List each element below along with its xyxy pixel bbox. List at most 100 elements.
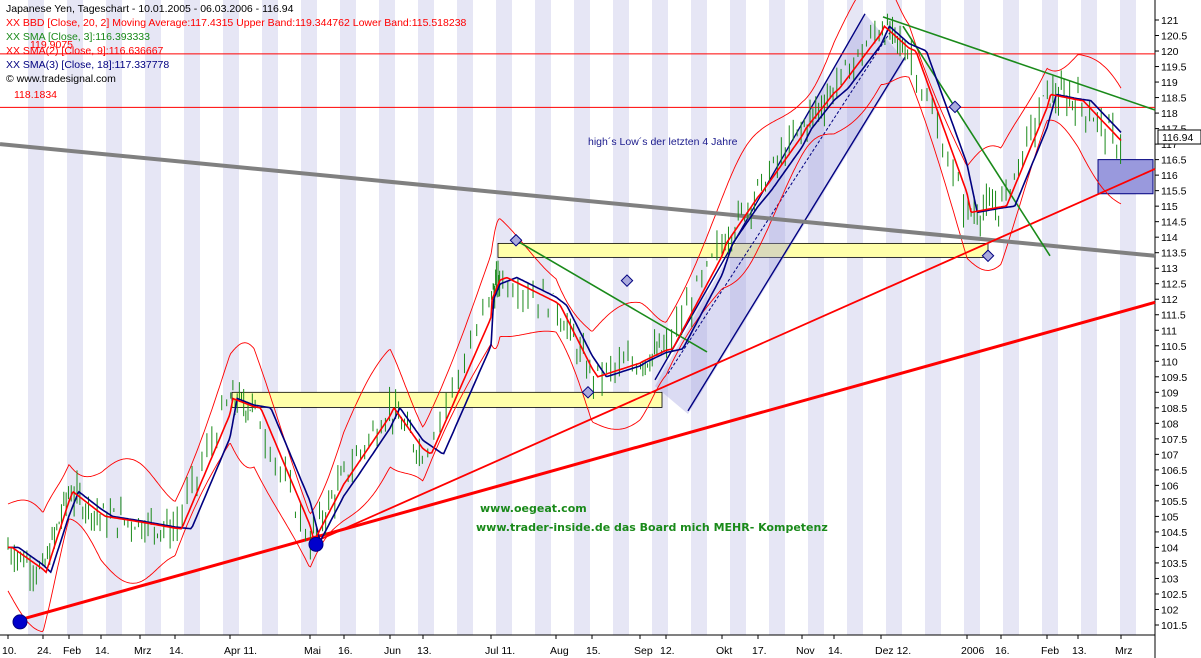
y-tick-label: 119 — [1161, 77, 1178, 89]
x-tick-label: 14. — [169, 645, 184, 657]
y-tick-label: 112.5 — [1161, 279, 1187, 291]
x-tick-label: Jun — [384, 645, 401, 657]
y-tick-label: 110.5 — [1161, 341, 1187, 353]
x-tick-label: Mrz — [1115, 645, 1133, 657]
url-oegeat: www.oegeat.com — [480, 502, 587, 515]
x-tick-label: Jul 11. — [485, 645, 515, 657]
date-stripe — [574, 0, 590, 635]
trend-line-red-short — [315, 168, 1156, 543]
date-stripe — [340, 0, 356, 635]
price-box-value: 116.94 — [1162, 132, 1193, 144]
y-tick-label: 111.5 — [1161, 310, 1186, 322]
bollinger-lower-band — [7, 76, 1122, 633]
y-tick-label: 104 — [1161, 542, 1179, 554]
current-zone — [1097, 159, 1154, 195]
date-stripe — [496, 0, 512, 635]
y-tick-label: 102 — [1161, 604, 1179, 616]
bollinger-bands — [7, 0, 1122, 633]
y-tick-label: 116 — [1161, 170, 1178, 182]
y-tick-label: 114.5 — [1161, 217, 1187, 229]
y-tick-label: 102.5 — [1161, 589, 1187, 601]
x-tick-label: Mai — [304, 645, 321, 657]
y-tick-label: 105.5 — [1161, 496, 1187, 508]
x-axis: 10. 24. Feb 14. Mrz 14. Apr 11. Mai 16. Jun 13. Jul… — [2, 635, 1133, 657]
y-tick-label: 116.5 — [1161, 155, 1187, 167]
moving-averages — [8, 24, 1122, 574]
support-zone-lower — [231, 391, 663, 408]
y-tick-label: 103.5 — [1161, 558, 1187, 570]
price-box: 116.94 — [1157, 129, 1201, 145]
pivot-marker — [981, 249, 995, 263]
channel-lower — [687, 56, 906, 412]
x-tick-label: 14. — [95, 645, 110, 657]
pivot-marker — [581, 385, 595, 399]
x-tick-label: 24. — [37, 645, 52, 657]
x-tick-label: Feb — [63, 645, 81, 657]
y-tick-label: 115.5 — [1161, 186, 1187, 198]
x-tick-label: Apr 11. — [224, 645, 257, 657]
header-title: Japanese Yen, Tageschart - 10.01.2005 - … — [6, 3, 294, 15]
date-stripe — [28, 0, 44, 635]
header-copyright: © www.tradesignal.com — [6, 73, 116, 85]
y-tick-label: 120.5 — [1161, 31, 1187, 43]
y-tick-label: 108 — [1161, 418, 1179, 430]
x-tick-label: 14. — [828, 645, 843, 657]
date-stripe — [652, 0, 668, 635]
uptrend-channel — [654, 13, 906, 415]
trend-line-red-long — [17, 300, 1156, 622]
y-tick-label: 115 — [1161, 201, 1178, 213]
y-tick-label: 119.5 — [1161, 62, 1187, 74]
y-tick-label: 106.5 — [1161, 465, 1187, 477]
y-tick-label: 104.5 — [1161, 527, 1187, 539]
date-stripe — [67, 0, 83, 635]
x-tick-label: 16. — [338, 645, 353, 657]
date-stripe — [262, 0, 278, 635]
x-tick-label: Nov — [796, 645, 815, 657]
trend-line-green-drop — [902, 25, 1051, 257]
low-marker-jan — [12, 614, 28, 630]
sma18-line — [8, 25, 1122, 574]
header-sma18: XX SMA(3) [Close, 18]:117.337778 — [6, 59, 169, 71]
y-tick-label: 106 — [1161, 480, 1179, 492]
y-tick-label: 105 — [1161, 511, 1179, 523]
annotation-note: high´s Low´s der letzten 4 Jahre — [588, 136, 738, 148]
url-trader-inside: www.trader-inside.de das Board mich MEHR… — [476, 521, 828, 534]
pivot-marker — [620, 274, 634, 287]
channel-upper — [654, 13, 866, 381]
trend-line-green-mid — [515, 239, 708, 353]
x-tick-label: Aug — [550, 645, 569, 657]
pivot-marker — [509, 233, 523, 247]
x-tick-label: 15. — [586, 645, 601, 657]
date-stripe — [379, 0, 395, 635]
header-bbd: XX BBD [Close, 20, 2] Moving Average:117… — [6, 17, 467, 29]
y-tick-label: 101.5 — [1161, 620, 1187, 632]
date-stripe — [847, 0, 863, 635]
axis-background — [1155, 0, 1201, 658]
sma9-line — [8, 24, 1122, 574]
x-tick-label: 16. — [995, 645, 1010, 657]
support-zones — [231, 159, 1154, 408]
channel-mid — [667, 32, 891, 374]
x-tick-label: 12. — [660, 645, 675, 657]
y-tick-label: 120 — [1161, 46, 1179, 58]
date-stripe — [886, 0, 902, 635]
x-tick-label: Feb — [1041, 645, 1059, 657]
date-stripe — [106, 0, 122, 635]
date-stripe — [223, 0, 239, 635]
y-tick-label: 118 — [1161, 108, 1178, 120]
date-stripe — [1042, 0, 1058, 635]
date-stripe — [145, 0, 161, 635]
level-label-118: 118.1834 — [14, 89, 57, 101]
date-stripe — [535, 0, 551, 635]
x-tick-label: Mrz — [134, 645, 152, 657]
x-tick-label: Okt — [716, 645, 732, 657]
y-tick-label: 108.5 — [1161, 403, 1187, 415]
header-sma9: XX SMA(2) [Close, 9]:116.636667 — [6, 45, 164, 57]
y-tick-label: 110 — [1161, 356, 1178, 368]
x-tick-label: 10. — [2, 645, 17, 657]
pivot-marker — [948, 100, 962, 114]
x-tick-label: Sep — [634, 645, 653, 657]
y-tick-label: 118.5 — [1161, 93, 1187, 105]
x-tick-label: 17. — [752, 645, 767, 657]
